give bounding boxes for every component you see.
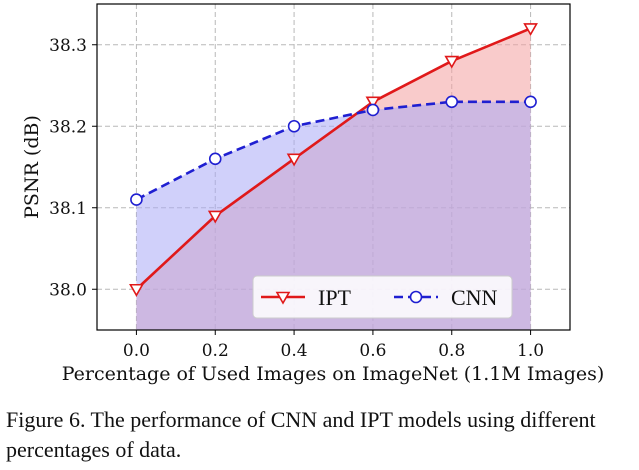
y-tick-label: 38.0 [49, 280, 87, 300]
x-tick-label: 0.2 [202, 341, 229, 361]
figure-caption: Figure 6. The performance of CNN and IPT… [6, 407, 596, 462]
x-ticks: 0.0 0.2 0.4 0.6 0.8 1.0 [123, 330, 544, 361]
data-point-ipt [365, 96, 381, 110]
legend-marker-cnn [409, 290, 423, 304]
legend-marker-ipt [275, 291, 291, 305]
data-point-ipt [444, 55, 460, 69]
x-axis-label: Percentage of Used Images on ImageNet (1… [62, 363, 605, 385]
legend-label-cnn: CNN [451, 285, 498, 310]
data-point-ipt [523, 23, 538, 37]
y-tick-label: 38.2 [49, 117, 87, 137]
x-tick-label: 1.0 [517, 341, 544, 361]
x-tick-label: 0.4 [281, 341, 308, 361]
data-point-cnn [208, 152, 222, 166]
series-line-cnn [135, 100, 531, 201]
series-line-ipt [135, 27, 532, 291]
data-point-cnn [524, 95, 537, 109]
legend-label-ipt: IPT [318, 285, 352, 310]
plot-frame [96, 3, 571, 331]
legend: IPT CNN [252, 275, 513, 319]
y-tick-label: 38.3 [49, 36, 87, 56]
data-point-cnn [445, 95, 459, 109]
y-axis-label: PSNR (dB) [21, 115, 43, 219]
data-point-cnn [130, 193, 143, 206]
data-point-ipt [286, 153, 302, 167]
data-point-ipt [129, 283, 144, 297]
data-point-cnn [287, 119, 301, 133]
data-point-ipt [207, 210, 223, 224]
x-tick-label: 0.0 [123, 341, 150, 361]
x-tick-label: 0.6 [359, 341, 386, 361]
series-lines [135, 27, 532, 291]
series-area-cnn [136, 101, 531, 330]
data-point-cnn [366, 103, 380, 117]
y-tick-label: 38.1 [49, 199, 87, 219]
legend-box [252, 275, 513, 319]
series-markers [129, 23, 538, 297]
x-tick-label: 0.8 [438, 341, 465, 361]
y-ticks: 38.0 38.1 38.2 38.3 [49, 36, 97, 300]
